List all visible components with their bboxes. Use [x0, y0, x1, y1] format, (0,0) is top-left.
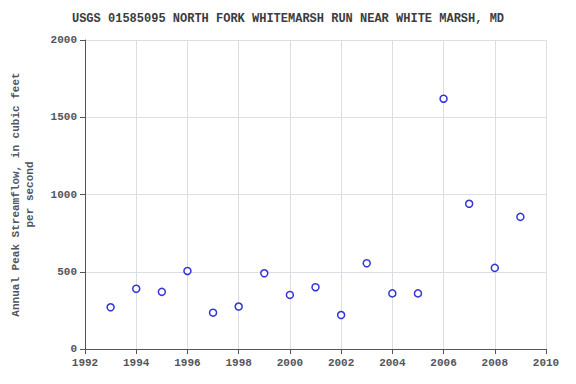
svg-text:0: 0 [70, 343, 77, 355]
svg-text:1500: 1500 [51, 111, 77, 123]
svg-text:2010: 2010 [533, 357, 559, 369]
svg-text:USGS 01585095 NORTH FORK WHITE: USGS 01585095 NORTH FORK WHITEMARSH RUN … [72, 12, 504, 26]
svg-text:2006: 2006 [430, 357, 456, 369]
svg-text:per second: per second [24, 161, 36, 227]
svg-text:1992: 1992 [72, 357, 98, 369]
svg-text:Annual Peak Streamflow, in cub: Annual Peak Streamflow, in cubic feet [10, 72, 22, 316]
svg-text:1998: 1998 [225, 357, 252, 369]
svg-text:2004: 2004 [379, 357, 406, 369]
svg-text:2002: 2002 [328, 357, 354, 369]
svg-text:2000: 2000 [51, 34, 77, 46]
svg-text:2008: 2008 [482, 357, 509, 369]
svg-text:1996: 1996 [174, 357, 200, 369]
svg-text:1000: 1000 [51, 189, 77, 201]
svg-text:1994: 1994 [123, 357, 150, 369]
svg-text:2000: 2000 [277, 357, 303, 369]
svg-text:500: 500 [57, 266, 77, 278]
